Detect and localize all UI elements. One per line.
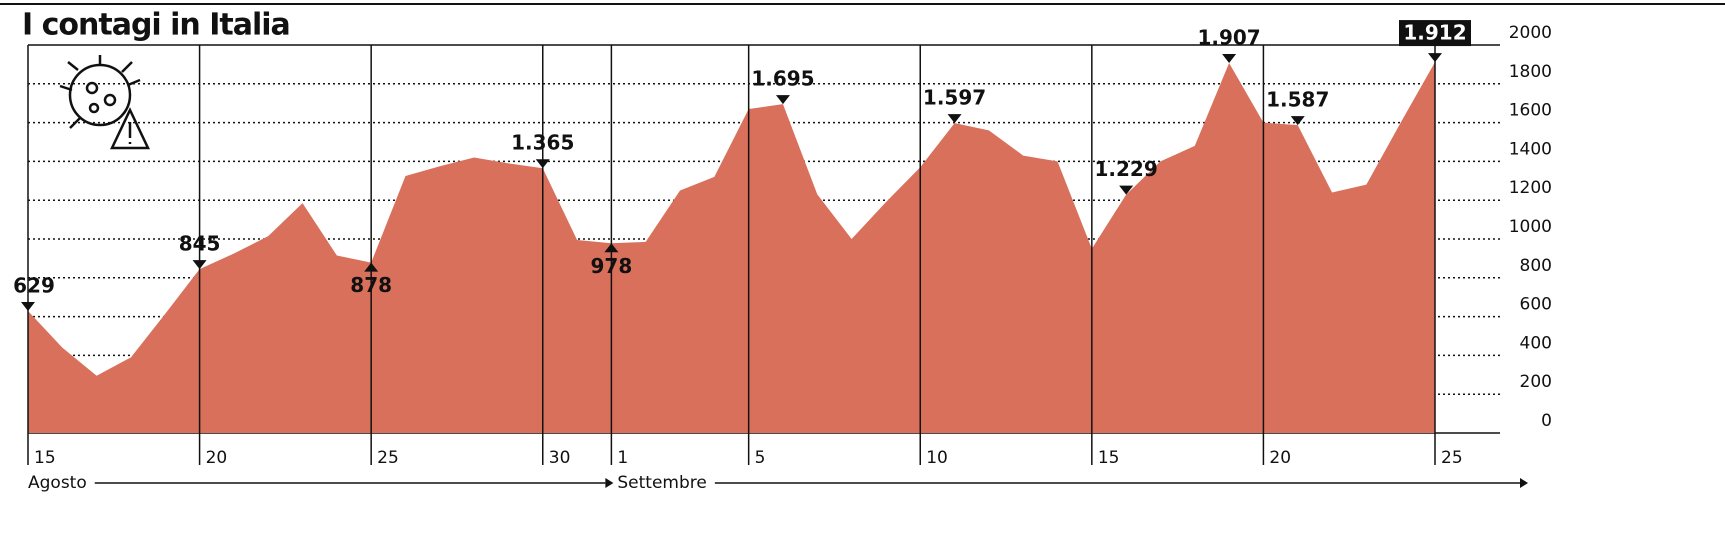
marker <box>775 95 790 105</box>
marker <box>535 159 550 169</box>
marker <box>1119 185 1134 195</box>
label-box <box>1399 20 1471 47</box>
marker <box>1428 53 1442 63</box>
value-label: 1.365 <box>511 131 574 155</box>
marker <box>1290 116 1305 126</box>
value-label: 1.907 <box>1197 26 1260 50</box>
y-tick-label: 0 <box>1541 411 1552 431</box>
value-label: 629 <box>13 273 55 297</box>
x-tick-label: 20 <box>1269 448 1291 468</box>
value-label-box: 1.912 <box>1399 20 1471 47</box>
value-label: 1.695 <box>751 67 814 91</box>
y-tick-label: 600 <box>1520 295 1552 315</box>
x-tick-label: 5 <box>755 448 766 468</box>
x-tick-label: 1 <box>617 448 628 468</box>
area <box>28 62 1435 434</box>
value-label: 1.229 <box>1095 157 1158 181</box>
y-tick-label: 1200 <box>1509 178 1552 198</box>
y-tick-label: 200 <box>1520 372 1552 392</box>
y-tick-label: 1400 <box>1509 139 1552 159</box>
chart-title: I contagi in Italia <box>22 8 290 43</box>
x-tick-label: 25 <box>1441 448 1463 468</box>
x-tick-label: 15 <box>34 448 56 468</box>
y-tick-label: 400 <box>1520 333 1552 353</box>
y-tick-label: 2000 <box>1509 23 1552 43</box>
value-label: 1.597 <box>923 86 986 110</box>
x-tick-label: 10 <box>926 448 948 468</box>
value-label: 845 <box>179 232 221 256</box>
marker <box>947 114 962 124</box>
month-label: Settembre <box>617 473 706 493</box>
month-arrow-head <box>605 478 614 488</box>
marker <box>21 301 35 311</box>
value-label: 978 <box>591 254 633 278</box>
y-tick-label: 1000 <box>1509 217 1552 237</box>
value-label: 878 <box>350 273 392 297</box>
x-tick-label: 30 <box>549 448 571 468</box>
marker <box>364 262 379 272</box>
y-tick-label: 1600 <box>1509 101 1552 121</box>
x-tick-label: 25 <box>377 448 399 468</box>
value-label: 1.912 <box>1403 21 1466 45</box>
y-tick-label: 1800 <box>1509 62 1552 82</box>
month-arrow-head <box>1520 478 1528 488</box>
month-label: Agosto <box>28 473 87 493</box>
value-label: 1.587 <box>1266 88 1329 112</box>
virus-icon <box>59 55 150 150</box>
x-tick-label: 20 <box>206 448 228 468</box>
x-tick-label: 15 <box>1098 448 1120 468</box>
marker <box>604 243 619 253</box>
marker <box>1222 54 1237 64</box>
y-tick-label: 800 <box>1520 256 1552 276</box>
marker <box>192 260 207 270</box>
